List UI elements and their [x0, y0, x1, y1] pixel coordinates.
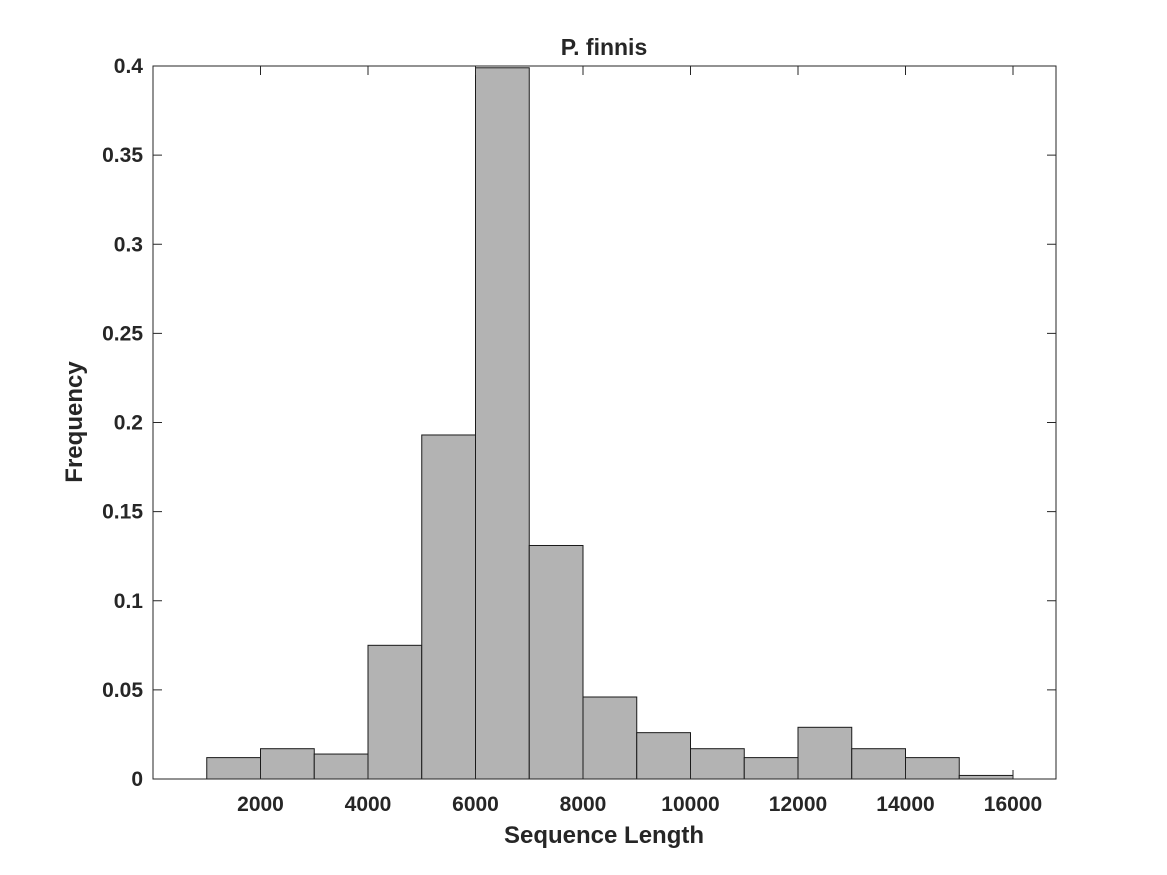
x-tick-label: 12000 [769, 793, 827, 816]
y-tick-label: 0.4 [114, 55, 144, 78]
x-tick-label: 10000 [661, 793, 719, 816]
x-tick-label: 6000 [452, 793, 499, 816]
y-tick-label: 0.05 [102, 679, 143, 702]
histogram-bar [690, 748, 745, 780]
histogram-bar [851, 748, 906, 780]
bars-group [206, 67, 1014, 780]
y-tick-label: 0 [131, 768, 143, 791]
histogram-bar [367, 644, 423, 780]
histogram-bar [260, 748, 315, 780]
x-axis-label: Sequence Length [504, 822, 704, 849]
histogram-bar [743, 757, 799, 780]
x-tick-label: 16000 [984, 793, 1042, 816]
x-axis-ticks: 2000 4000 6000 8000 10000 12000 14000 16000 [237, 66, 1042, 816]
x-tick-label: 2000 [237, 793, 284, 816]
y-tick-label: 0.25 [102, 322, 143, 345]
histogram-bar [958, 774, 1014, 780]
x-tick-label: 4000 [345, 793, 392, 816]
histogram-bar [528, 544, 584, 780]
y-axis-label: Frequency [61, 361, 88, 483]
y-tick-label: 0.2 [114, 412, 143, 435]
histogram-bar [636, 732, 691, 780]
y-tick-label: 0.3 [114, 233, 143, 256]
histogram-bar [475, 67, 530, 780]
histogram-bar [905, 757, 960, 780]
histogram-bar [206, 757, 261, 780]
plot-area-frame [152, 65, 1057, 780]
x-tick-label: 14000 [876, 793, 934, 816]
y-tick-label: 0.1 [114, 590, 144, 613]
y-axis-ticks: 0 0.05 0.1 0.15 0.2 0.25 0.3 0.35 0.4 [102, 55, 1056, 791]
x-tick-label: 8000 [560, 793, 607, 816]
histogram-bar [582, 696, 638, 780]
histogram-bar [797, 726, 853, 780]
histogram-bar [313, 753, 369, 780]
y-tick-label: 0.35 [102, 144, 143, 167]
y-tick-label: 0.15 [102, 501, 143, 524]
histogram-bar [421, 434, 476, 780]
chart-title: P. finnis [561, 34, 648, 60]
